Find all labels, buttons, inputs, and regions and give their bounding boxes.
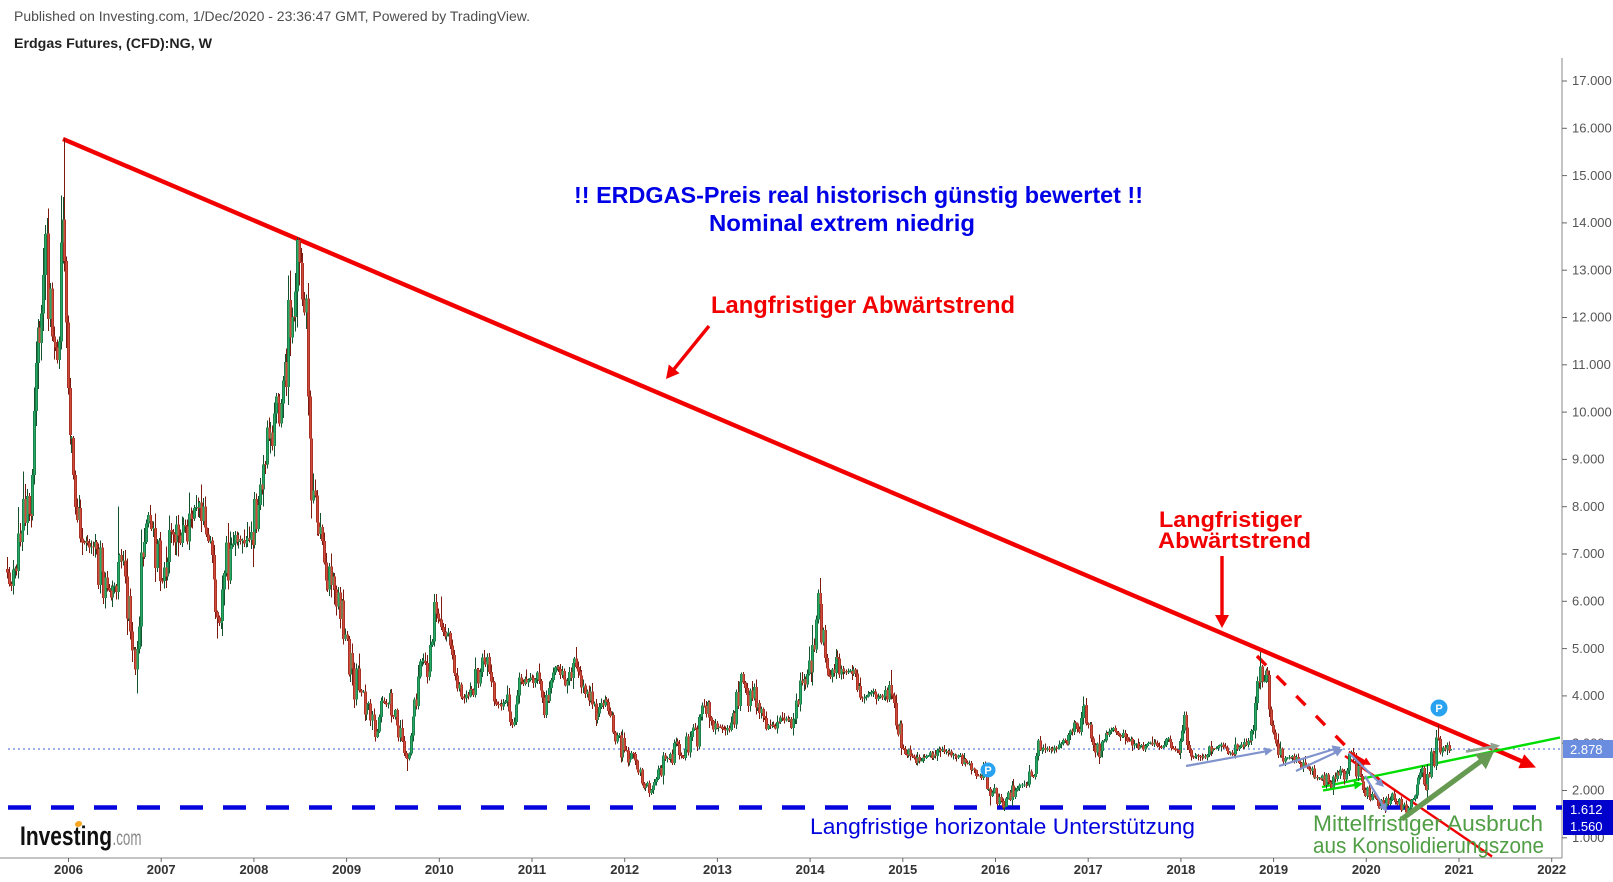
svg-text:2021: 2021 [1445, 862, 1474, 877]
svg-text:2019: 2019 [1259, 862, 1288, 877]
svg-text:2020: 2020 [1352, 862, 1381, 877]
svg-text:2013: 2013 [703, 862, 732, 877]
svg-text:16.000: 16.000 [1572, 121, 1612, 136]
svg-text:2010: 2010 [425, 862, 454, 877]
svg-text:Investing: Investing [20, 821, 112, 851]
svg-text:15.000: 15.000 [1572, 168, 1612, 183]
svg-text:Abwärtstrend: Abwärtstrend [1158, 528, 1311, 553]
svg-text:2.878: 2.878 [1570, 742, 1603, 757]
svg-text:7.000: 7.000 [1572, 546, 1605, 561]
svg-text:1.560: 1.560 [1570, 819, 1603, 834]
svg-text:2018: 2018 [1166, 862, 1195, 877]
svg-text:11.000: 11.000 [1572, 357, 1611, 372]
svg-text:P: P [984, 765, 991, 777]
svg-text:8.000: 8.000 [1572, 499, 1605, 514]
svg-text:14.000: 14.000 [1572, 215, 1612, 230]
svg-text:2017: 2017 [1074, 862, 1103, 877]
svg-text:!! ERDGAS-Preis real historisc: !! ERDGAS-Preis real historisch günstig … [574, 182, 1143, 208]
svg-text:.com: .com [113, 827, 142, 850]
svg-text:2006: 2006 [54, 862, 83, 877]
svg-text:10.000: 10.000 [1572, 404, 1612, 419]
svg-text:13.000: 13.000 [1572, 262, 1612, 277]
svg-text:aus Konsolidierungszone: aus Konsolidierungszone [1313, 833, 1544, 858]
svg-text:2011: 2011 [518, 862, 546, 877]
svg-text:4.000: 4.000 [1572, 688, 1605, 703]
svg-text:2015: 2015 [888, 862, 917, 877]
svg-text:9.000: 9.000 [1572, 452, 1605, 467]
svg-text:2012: 2012 [610, 862, 639, 877]
svg-text:12.000: 12.000 [1572, 310, 1612, 325]
svg-text:2008: 2008 [239, 862, 268, 877]
svg-text:2007: 2007 [147, 862, 176, 877]
svg-text:2.000: 2.000 [1572, 783, 1605, 798]
svg-text:1.612: 1.612 [1570, 802, 1603, 817]
svg-text:Nominal extrem niedrig: Nominal extrem niedrig [709, 210, 975, 236]
svg-text:P: P [1435, 703, 1442, 715]
svg-text:Mittelfristiger Ausbruch: Mittelfristiger Ausbruch [1313, 811, 1543, 836]
svg-text:Published on Investing.com, 1/: Published on Investing.com, 1/Dec/2020 -… [14, 9, 530, 24]
svg-text:5.000: 5.000 [1572, 641, 1605, 656]
svg-text:17.000: 17.000 [1572, 73, 1612, 88]
svg-text:Langfristiger: Langfristiger [1159, 507, 1302, 532]
svg-text:2014: 2014 [796, 862, 826, 877]
svg-text:6.000: 6.000 [1572, 594, 1605, 609]
svg-text:2022: 2022 [1537, 862, 1566, 877]
svg-text:Erdgas Futures, (CFD):NG, W: Erdgas Futures, (CFD):NG, W [14, 35, 213, 51]
svg-text:2016: 2016 [981, 862, 1010, 877]
svg-text:Langfristige horizontale Unter: Langfristige horizontale Unterstützung [810, 814, 1195, 839]
svg-text:Langfristiger Abwärtstrend: Langfristiger Abwärtstrend [711, 292, 1015, 319]
svg-text:2009: 2009 [332, 862, 361, 877]
